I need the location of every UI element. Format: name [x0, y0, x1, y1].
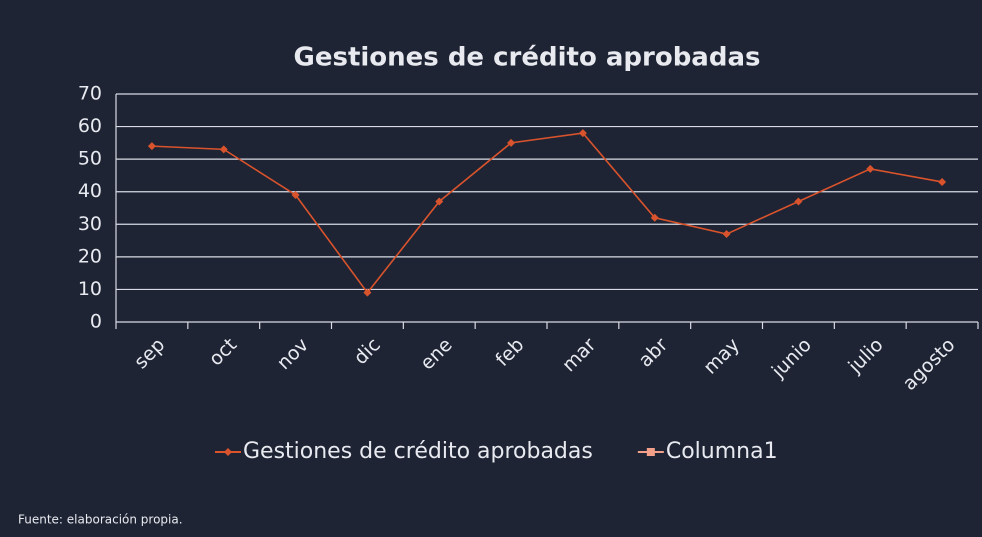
- data-point: [291, 190, 300, 199]
- legend-label: Columna1: [666, 439, 778, 464]
- data-point: [507, 138, 516, 147]
- y-tick-label: 60: [78, 115, 102, 137]
- data-point: [363, 288, 372, 297]
- data-point: [219, 145, 228, 154]
- y-tick-label: 0: [90, 311, 102, 333]
- y-tick-label: 50: [78, 148, 102, 170]
- y-tick-label: 30: [78, 213, 102, 235]
- legend-label: Gestiones de crédito aprobadas: [243, 439, 593, 464]
- data-point: [435, 197, 444, 206]
- chart-title: Gestiones de crédito aprobadas: [294, 43, 761, 73]
- series-line: [151, 132, 943, 295]
- data-point: [147, 142, 156, 151]
- data-point: [794, 197, 803, 206]
- data-point: [938, 177, 947, 186]
- y-tick-label: 20: [78, 245, 102, 267]
- data-point: [866, 164, 875, 173]
- y-tick-label: 70: [78, 83, 102, 105]
- data-point: [722, 230, 731, 239]
- legend-marker: [224, 448, 232, 456]
- source-note: Fuente: elaboración propia.: [18, 513, 183, 527]
- y-tick-label: 10: [78, 278, 102, 300]
- y-tick-label: 40: [78, 180, 102, 202]
- data-point: [578, 129, 587, 138]
- legend-marker: [646, 448, 655, 456]
- data-point: [650, 213, 659, 222]
- legend: Gestiones de crédito aprobadas Columna1: [215, 439, 778, 464]
